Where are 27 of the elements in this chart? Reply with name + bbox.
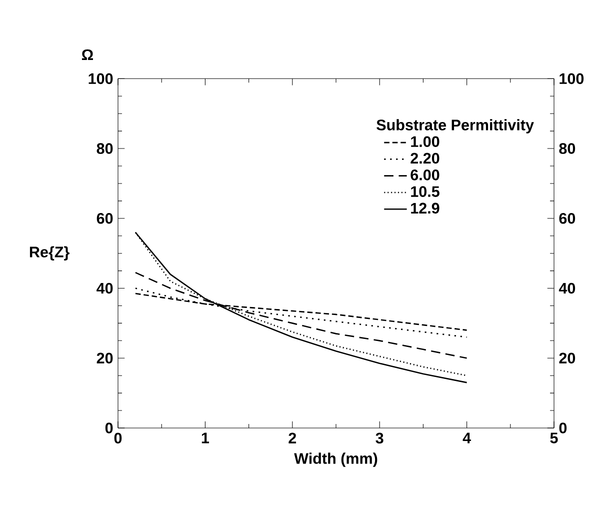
y-tick-label: 80 — [96, 143, 113, 154]
y2-tick-label: 80 — [559, 143, 576, 154]
legend-title: Substrate Permittivity — [376, 119, 534, 134]
y2-tick-label: 100 — [560, 73, 584, 84]
y-axis-title: Re{Z} — [30, 246, 70, 260]
y-tick-label: 100 — [88, 73, 113, 84]
x-tick-label: 0 — [114, 432, 122, 444]
legend-label: 2.20 — [410, 152, 440, 164]
x-axis-title: Width (mm) — [294, 452, 378, 467]
y-tick-label: 40 — [96, 282, 113, 294]
x-tick-label: 1 — [202, 432, 210, 444]
legend-label: 10.5 — [411, 186, 440, 197]
legend-label: 6.00 — [410, 170, 440, 180]
x-tick-label: 2 — [288, 432, 296, 444]
text: Ω — [82, 49, 93, 60]
y2-tick-label: 60 — [559, 212, 576, 224]
legend-label: 1.00 — [411, 136, 440, 148]
y2-tick-label: 0 — [559, 422, 567, 434]
legend-label: 12.9 — [411, 202, 440, 214]
y2-tick-label: 40 — [558, 282, 576, 294]
x-tick-label: 5 — [550, 432, 558, 444]
y2-tick-label: 20 — [559, 352, 576, 364]
x-tick-label: 3 — [376, 432, 384, 444]
y-tick-label: 0 — [105, 422, 113, 434]
y-tick-label: 20 — [96, 352, 113, 364]
x-tick-label: 4 — [462, 432, 471, 444]
y-tick-label: 60 — [96, 212, 113, 224]
